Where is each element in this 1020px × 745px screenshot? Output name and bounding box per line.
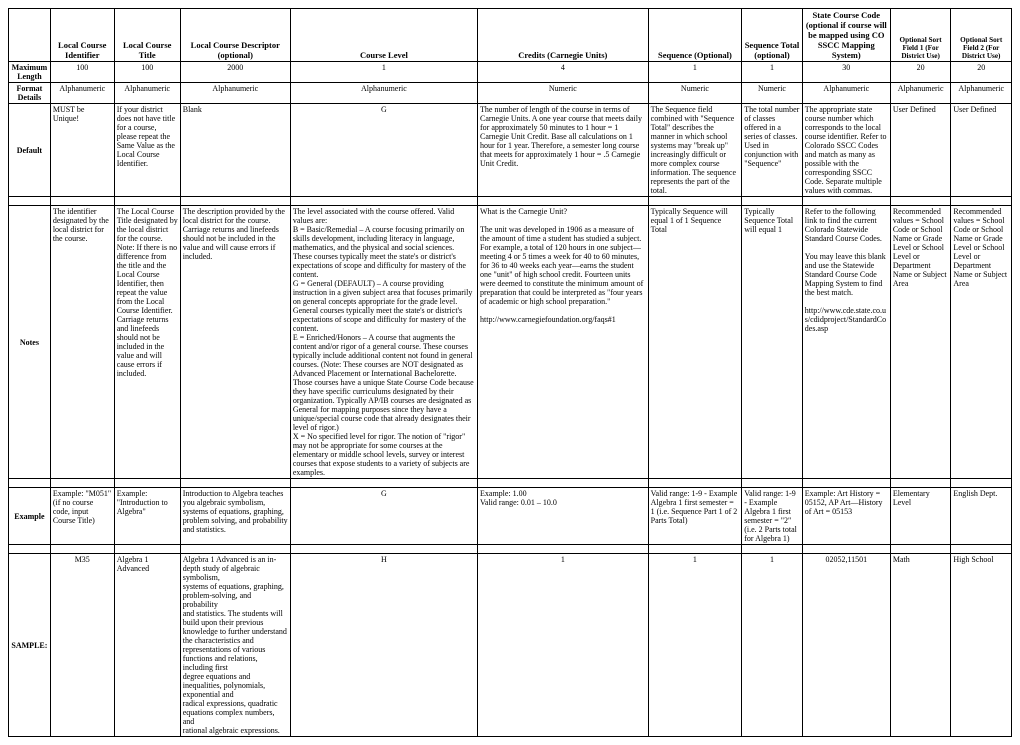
header-c7: Sequence Total (optional) xyxy=(742,9,803,62)
cell-notes-c8: Refer to the following link to find the … xyxy=(802,206,890,479)
cell-format-c3: Alphanumeric xyxy=(180,83,290,104)
cell-notes-c9: Recommended values = School Code or Scho… xyxy=(890,206,951,479)
row-format: Format DetailsAlphanumericAlphanumericAl… xyxy=(9,83,1012,104)
row-label-sample: SAMPLE: xyxy=(9,554,51,737)
cell-sample-c4: H xyxy=(290,554,477,737)
cell-format-c6: Numeric xyxy=(648,83,742,104)
header-c9: Optional Sort Field 1 (For District Use) xyxy=(890,9,951,62)
cell-example-c7: Valid range: 1-9 - Example Algebra 1 fir… xyxy=(742,488,803,545)
header-c5: Credits (Carnegie Units) xyxy=(478,9,649,62)
cell-example-c6: Valid range: 1-9 - Example Algebra 1 fir… xyxy=(648,488,742,545)
cell-example-c4: G xyxy=(290,488,477,545)
cell-maxlen-c9: 20 xyxy=(890,62,951,83)
cell-default-c5: The number of length of the course in te… xyxy=(478,104,649,197)
header-c10: Optional Sort Field 2 (For District Use) xyxy=(951,9,1012,62)
row-notes: NotesThe identifier designated by the lo… xyxy=(9,206,1012,479)
row-default: DefaultMUST be Unique!If your district d… xyxy=(9,104,1012,197)
header-c8: State Course Code (optional if course wi… xyxy=(802,9,890,62)
row-label-default: Default xyxy=(9,104,51,197)
cell-notes-c10: Recommended values = School Code or Scho… xyxy=(951,206,1012,479)
cell-example-c1: Example: "M051" (if no course code, inpu… xyxy=(50,488,114,545)
cell-default-c10: User Defined xyxy=(951,104,1012,197)
header-c3: Local Course Descriptor (optional) xyxy=(180,9,290,62)
header-row: Local Course Identifier Local Course Tit… xyxy=(9,9,1012,62)
cell-maxlen-c2: 100 xyxy=(114,62,180,83)
cell-default-c8: The appropriate state course number whic… xyxy=(802,104,890,197)
row-sample: SAMPLE:M35Algebra 1 AdvancedAlgebra 1 Ad… xyxy=(9,554,1012,737)
cell-maxlen-c3: 2000 xyxy=(180,62,290,83)
cell-default-c6: The Sequence field combined with "Sequen… xyxy=(648,104,742,197)
spacer-row xyxy=(9,197,1012,206)
cell-default-c7: The total number of classes offered in a… xyxy=(742,104,803,197)
cell-maxlen-c6: 1 xyxy=(648,62,742,83)
header-c2: Local Course Title xyxy=(114,9,180,62)
cell-sample-c8: 02052,11501 xyxy=(802,554,890,737)
cell-maxlen-c10: 20 xyxy=(951,62,1012,83)
cell-format-c8: Alphanumeric xyxy=(802,83,890,104)
cell-example-c2: Example: "Introduction to Algebra" xyxy=(114,488,180,545)
cell-notes-c2: The Local Course Title designated by the… xyxy=(114,206,180,479)
cell-notes-c1: The identifier designated by the local d… xyxy=(50,206,114,479)
header-c6: Sequence (Optional) xyxy=(648,9,742,62)
cell-notes-c3: The description provided by the local di… xyxy=(180,206,290,479)
cell-maxlen-c1: 100 xyxy=(50,62,114,83)
spacer-row xyxy=(9,545,1012,554)
spacer-row xyxy=(9,479,1012,488)
cell-default-c3: Blank xyxy=(180,104,290,197)
cell-format-c10: Alphanumeric xyxy=(951,83,1012,104)
cell-sample-c7: 1 xyxy=(742,554,803,737)
row-label-example: Example xyxy=(9,488,51,545)
cell-example-c10: English Dept. xyxy=(951,488,1012,545)
cell-sample-c5: 1 xyxy=(478,554,649,737)
cell-example-c5: Example: 1.00 Valid range: 0.01 – 10.0 xyxy=(478,488,649,545)
cell-default-c4: G xyxy=(290,104,477,197)
cell-maxlen-c7: 1 xyxy=(742,62,803,83)
cell-example-c8: Example: Art History = 05152, AP Art—His… xyxy=(802,488,890,545)
cell-notes-c5: What is the Carnegie Unit? The unit was … xyxy=(478,206,649,479)
cell-example-c3: Introduction to Algebra teaches you alge… xyxy=(180,488,290,545)
cell-notes-c7: Typically Sequence Total will equal 1 xyxy=(742,206,803,479)
cell-sample-c3: Algebra 1 Advanced is an in-depth study … xyxy=(180,554,290,737)
cell-example-c9: Elementary Level xyxy=(890,488,951,545)
cell-maxlen-c8: 30 xyxy=(802,62,890,83)
row-maxlen: Maximum Length10010020001411302020 xyxy=(9,62,1012,83)
cell-default-c1: MUST be Unique! xyxy=(50,104,114,197)
header-rowlabel xyxy=(9,9,51,62)
cell-format-c5: Numeric xyxy=(478,83,649,104)
cell-format-c1: Alphanumeric xyxy=(50,83,114,104)
header-c4: Course Level xyxy=(290,9,477,62)
header-c1: Local Course Identifier xyxy=(50,9,114,62)
cell-default-c2: If your district does not have title for… xyxy=(114,104,180,197)
cell-default-c9: User Defined xyxy=(890,104,951,197)
cell-notes-c6: Typically Sequence will equal 1 of 1 Seq… xyxy=(648,206,742,479)
cell-format-c4: Alphanumeric xyxy=(290,83,477,104)
row-example: ExampleExample: "M051" (if no course cod… xyxy=(9,488,1012,545)
row-label-format: Format Details xyxy=(9,83,51,104)
row-label-maxlen: Maximum Length xyxy=(9,62,51,83)
row-label-notes: Notes xyxy=(9,206,51,479)
cell-format-c7: Numeric xyxy=(742,83,803,104)
cell-sample-c6: 1 xyxy=(648,554,742,737)
cell-sample-c9: Math xyxy=(890,554,951,737)
cell-notes-c4: The level associated with the course off… xyxy=(290,206,477,479)
cell-sample-c2: Algebra 1 Advanced xyxy=(114,554,180,737)
spec-table: Local Course Identifier Local Course Tit… xyxy=(8,8,1012,737)
cell-sample-c1: M35 xyxy=(50,554,114,737)
cell-format-c2: Alphanumeric xyxy=(114,83,180,104)
cell-format-c9: Alphanumeric xyxy=(890,83,951,104)
cell-sample-c10: High School xyxy=(951,554,1012,737)
cell-maxlen-c4: 1 xyxy=(290,62,477,83)
cell-maxlen-c5: 4 xyxy=(478,62,649,83)
